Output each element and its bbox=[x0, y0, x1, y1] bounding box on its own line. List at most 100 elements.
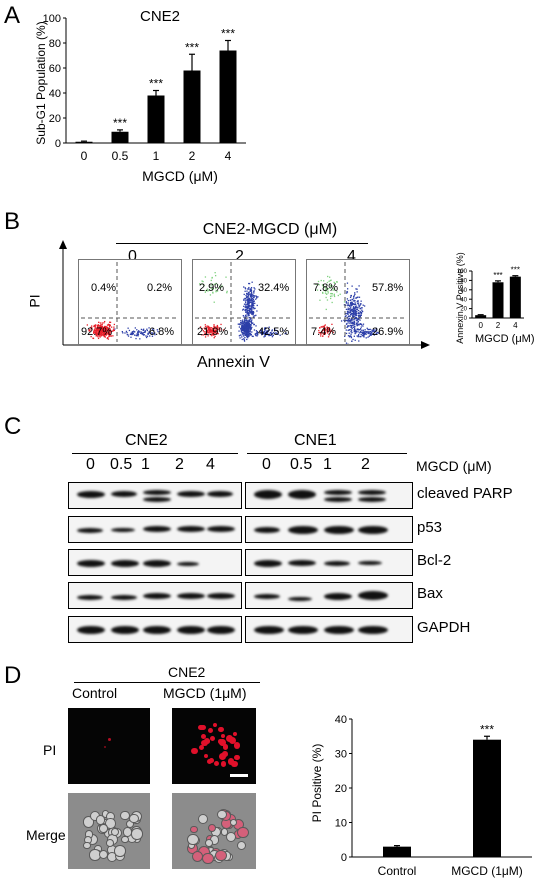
blot-band bbox=[207, 491, 233, 497]
pi-stained-cell bbox=[220, 761, 227, 768]
dic-cell bbox=[225, 831, 236, 843]
y-tick-label: 100 bbox=[457, 269, 468, 275]
blot-band bbox=[111, 559, 139, 567]
fcs-2-ur: 32.4% bbox=[258, 282, 290, 294]
blot-band bbox=[288, 526, 318, 534]
chart-d-ylabel: PI Positive (%) bbox=[310, 743, 324, 823]
blot-band bbox=[324, 526, 354, 534]
blot-band bbox=[177, 593, 205, 599]
blot-title-cne1-line bbox=[247, 453, 407, 454]
pi-stained-cell bbox=[213, 722, 218, 728]
fcs-4-ul: 7.8% bbox=[313, 282, 339, 294]
blot-dose-label: 0 bbox=[86, 456, 95, 473]
blot-protein-label: Bax bbox=[417, 585, 443, 602]
fcs-plot-0: 0.4% 0.2% 92.7% 6.8% bbox=[78, 259, 182, 345]
y-tick-label: 20 bbox=[335, 783, 347, 795]
category-label: 1 bbox=[153, 149, 160, 163]
significance-label: *** bbox=[185, 40, 199, 54]
blot-band bbox=[143, 626, 171, 634]
scatter-dots bbox=[86, 320, 159, 340]
blot-strip bbox=[68, 482, 242, 509]
pi-stained-cell bbox=[220, 733, 226, 739]
panel-d-group-title: CNE2 bbox=[168, 664, 206, 680]
significance-label: *** bbox=[221, 27, 235, 41]
blot-band bbox=[143, 526, 171, 532]
pi-stained-cell bbox=[233, 731, 238, 736]
blot-band bbox=[177, 491, 205, 497]
dic-cell bbox=[99, 824, 108, 833]
blot-title-cne2: CNE2 bbox=[125, 432, 168, 449]
bar bbox=[475, 315, 487, 318]
blot-strip bbox=[68, 582, 242, 609]
pi-stained-cell bbox=[218, 752, 226, 760]
blot-strip bbox=[68, 616, 242, 643]
pi-stained-cell bbox=[198, 724, 204, 731]
category-label: 0.5 bbox=[112, 149, 129, 163]
blot-dose-label: 0.5 bbox=[290, 456, 313, 473]
pi-stained-cell bbox=[222, 744, 229, 750]
dic-cell bbox=[99, 849, 109, 859]
dic-cell bbox=[82, 815, 95, 828]
blot-band bbox=[324, 496, 352, 502]
dic-cell bbox=[129, 813, 139, 823]
significance-label: *** bbox=[480, 722, 494, 736]
fcs-2-ll: 21.9% bbox=[197, 326, 229, 338]
blot-strip bbox=[245, 516, 413, 543]
dic-cell bbox=[207, 824, 216, 833]
blot-band bbox=[288, 560, 316, 566]
dic-cell bbox=[236, 841, 246, 851]
y-tick-label: 40 bbox=[335, 714, 347, 726]
panel-d-col-mgcd: MGCD (1μM) bbox=[163, 685, 247, 701]
micrograph-pi-control bbox=[68, 708, 150, 784]
y-tick-label: 0 bbox=[341, 852, 347, 864]
y-tick-label: 100 bbox=[43, 13, 61, 25]
y-tick-label: 20 bbox=[460, 307, 467, 313]
dic-cell bbox=[230, 818, 238, 827]
dic-cell bbox=[131, 828, 143, 840]
micrograph-pi-mgcd bbox=[172, 708, 256, 784]
blot-dose-label: 2 bbox=[361, 456, 370, 473]
y-tick-label: 80 bbox=[460, 279, 467, 285]
blot-dose-label: 1 bbox=[141, 456, 150, 473]
panel-b-header-line bbox=[116, 243, 368, 244]
panel-b-dose-4: 4 bbox=[347, 248, 356, 265]
panel-label-d: D bbox=[4, 662, 22, 689]
panel-b-dose-2: 2 bbox=[235, 248, 244, 265]
scale-bar bbox=[230, 774, 248, 777]
bar bbox=[509, 276, 521, 318]
dic-cell bbox=[197, 813, 209, 825]
chart-a: 0 20 40 60 80 100 0 *** 0.5 *** 1 *** 2 *** 4 bbox=[43, 13, 246, 163]
bar bbox=[111, 131, 129, 143]
blot-band bbox=[111, 594, 137, 600]
fcs-2-lr: 42.5% bbox=[258, 326, 290, 338]
panel-label-b: B bbox=[4, 208, 21, 235]
fcs-plot-2: 2.9% 32.4% 21.9% 42.5% bbox=[192, 259, 296, 345]
blot-dose-label: 0 bbox=[262, 456, 271, 473]
blot-band bbox=[358, 561, 382, 565]
pi-stained-cell bbox=[203, 737, 211, 745]
blot-protein-label: Bcl-2 bbox=[417, 552, 452, 569]
blot-band bbox=[143, 496, 171, 502]
dic-cell bbox=[202, 852, 214, 865]
dic-cell bbox=[120, 810, 130, 821]
panel-d-row-pi: PI bbox=[43, 742, 57, 758]
dic-cell bbox=[111, 828, 119, 837]
panel-label-c: C bbox=[4, 413, 22, 440]
y-tick-label: 80 bbox=[49, 38, 61, 50]
bar bbox=[147, 95, 165, 143]
blot-band bbox=[143, 593, 171, 599]
y-tick-label: 60 bbox=[49, 63, 61, 75]
blot-band bbox=[254, 593, 280, 599]
blot-band bbox=[358, 626, 388, 634]
y-tick-label: 0 bbox=[464, 316, 468, 322]
y-tick-label: 20 bbox=[49, 113, 61, 125]
blot-dose-label: 1 bbox=[323, 456, 332, 473]
blot-strip bbox=[245, 549, 413, 576]
blot-title-cne2-line bbox=[72, 453, 238, 454]
dic-cell bbox=[237, 826, 249, 839]
significance-label: *** bbox=[511, 266, 520, 275]
dic-cell bbox=[217, 809, 228, 820]
blot-band bbox=[288, 597, 312, 601]
dic-cell bbox=[190, 826, 198, 834]
dic-cell bbox=[187, 833, 199, 846]
